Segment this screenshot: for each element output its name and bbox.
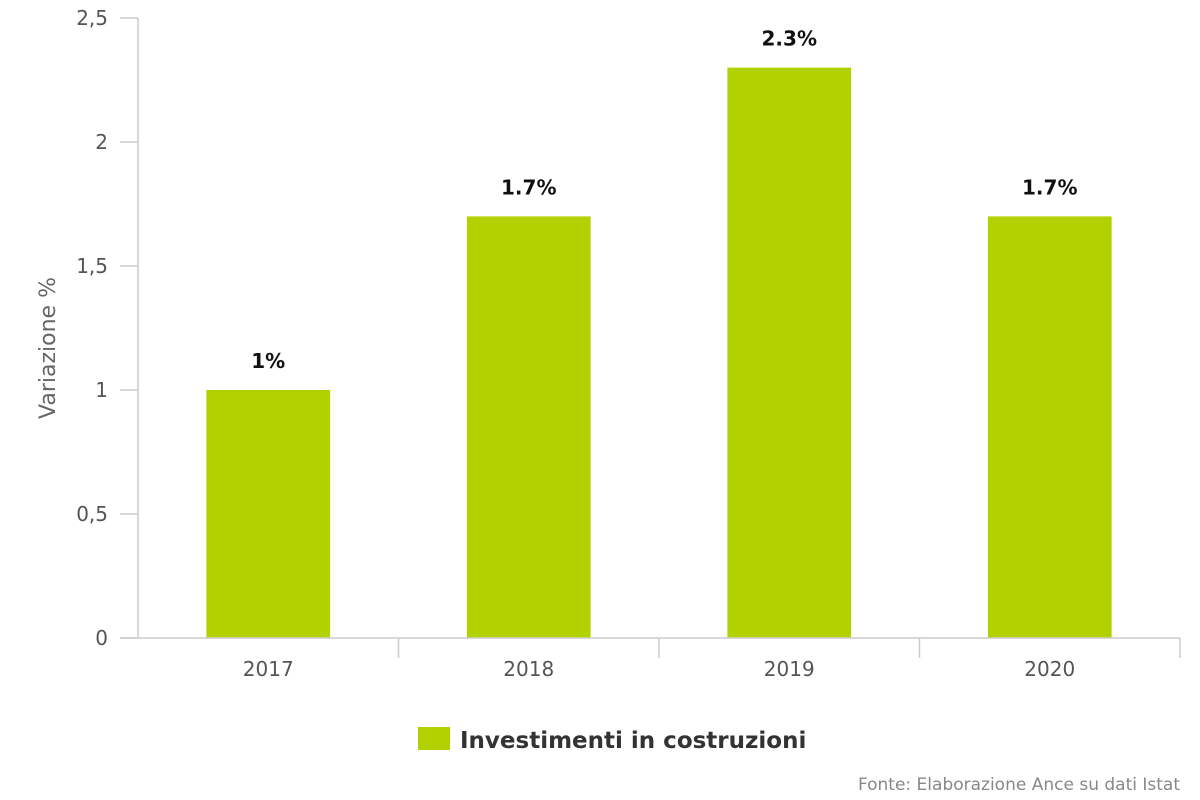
data-label-2020: 1.7%: [1022, 175, 1077, 199]
x-tick-label-2019: 2019: [764, 657, 815, 681]
x-tick-label-2020: 2020: [1024, 657, 1075, 681]
x-tick-label-2017: 2017: [243, 657, 294, 681]
chart-credit[interactable]: Fonte: Elaborazione Ance su dati Istat: [858, 775, 1180, 795]
bar-2019[interactable]: [727, 67, 852, 639]
bar-2018[interactable]: [466, 216, 591, 638]
y-tick-label: 2,5: [76, 6, 108, 30]
y-tick-label: 1: [95, 378, 108, 402]
y-axis-ticks: 0 0,5 1 1,5 2 2,5: [76, 6, 138, 650]
x-axis-ticks: 2017 2018 2019 2020: [243, 638, 1181, 681]
bars: [206, 67, 1112, 639]
legend[interactable]: Investimenti in costruzioni: [418, 727, 806, 754]
bar-2020[interactable]: [987, 216, 1112, 638]
legend-label-investimenti[interactable]: Investimenti in costruzioni: [460, 728, 806, 754]
y-tick-label: 0: [95, 626, 108, 650]
y-tick-label: 2: [95, 130, 108, 154]
y-tick-label: 0,5: [76, 502, 108, 526]
data-label-2019: 2.3%: [762, 27, 817, 51]
y-axis-title: Variazione %: [36, 277, 61, 419]
data-labels: 1% 1.7% 2.3% 1.7%: [251, 27, 1077, 373]
data-label-2018: 1.7%: [501, 175, 556, 199]
legend-swatch-investimenti[interactable]: [418, 727, 450, 750]
y-tick-label: 1,5: [76, 254, 108, 278]
data-label-2017: 1%: [251, 349, 285, 373]
x-tick-label-2018: 2018: [503, 657, 554, 681]
bar-2017[interactable]: [206, 390, 331, 638]
